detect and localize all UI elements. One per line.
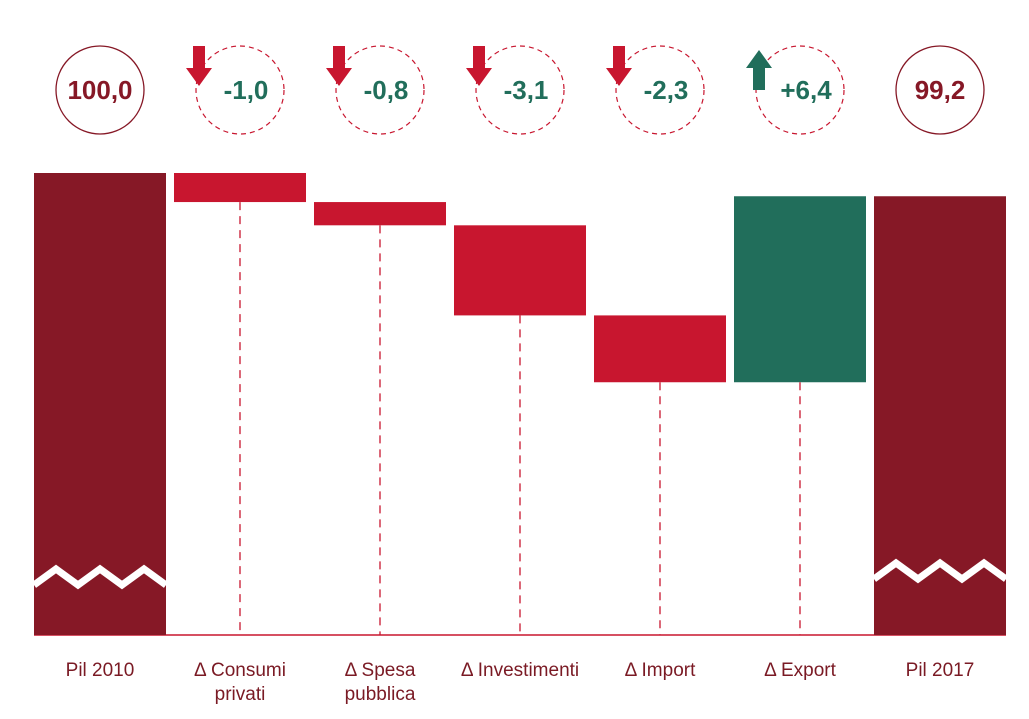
- value-bubble-consumi-privati: [195, 45, 285, 135]
- arrow-down-icon: [186, 46, 212, 86]
- category-label-export: Δ Export: [764, 660, 837, 681]
- category-label-investimenti: Δ Investimenti: [461, 660, 579, 681]
- bar-investimenti: [454, 225, 586, 316]
- bar-export: [734, 196, 866, 383]
- category-label-consumi-privati: Δ Consumi: [194, 660, 286, 681]
- value-label-pil-2017: 99,2: [915, 75, 966, 105]
- value-label-consumi-privati: -1,0: [224, 75, 269, 105]
- category-label-spesa-pubblica: Δ Spesa: [345, 660, 416, 681]
- bar-consumi-privati: [174, 173, 306, 203]
- value-bubble-import: [615, 45, 705, 135]
- category-label-spesa-pubblica: pubblica: [345, 684, 416, 705]
- value-label-investimenti: -3,1: [504, 75, 549, 105]
- value-label-pil-2010: 100,0: [67, 75, 132, 105]
- value-bubble-investimenti: [475, 45, 565, 135]
- arrow-down-icon: [466, 46, 492, 86]
- arrow-down-icon: [326, 46, 352, 86]
- category-label-pil-2017: Pil 2017: [906, 660, 975, 681]
- category-label-pil-2010: Pil 2010: [66, 660, 135, 681]
- category-label-import: Δ Import: [625, 660, 696, 681]
- value-bubble-pil-2010: [55, 45, 145, 135]
- arrow-down-icon: [606, 46, 632, 86]
- bar-pil-2010: [34, 173, 166, 635]
- value-label-spesa-pubblica: -0,8: [364, 75, 409, 105]
- bar-pil-2017: [874, 196, 1006, 635]
- value-label-import: -2,3: [644, 75, 689, 105]
- arrow-up-icon: [746, 50, 772, 90]
- value-bubble-spesa-pubblica: [335, 45, 425, 135]
- value-bubble-pil-2017: [895, 45, 985, 135]
- category-label-consumi-privati: privati: [215, 684, 266, 705]
- bar-import: [594, 315, 726, 383]
- value-label-export: +6,4: [780, 75, 832, 105]
- axis-break-pil-2010: [31, 564, 169, 590]
- axis-break-pil-2017: [871, 558, 1009, 584]
- bar-spesa-pubblica: [314, 202, 446, 226]
